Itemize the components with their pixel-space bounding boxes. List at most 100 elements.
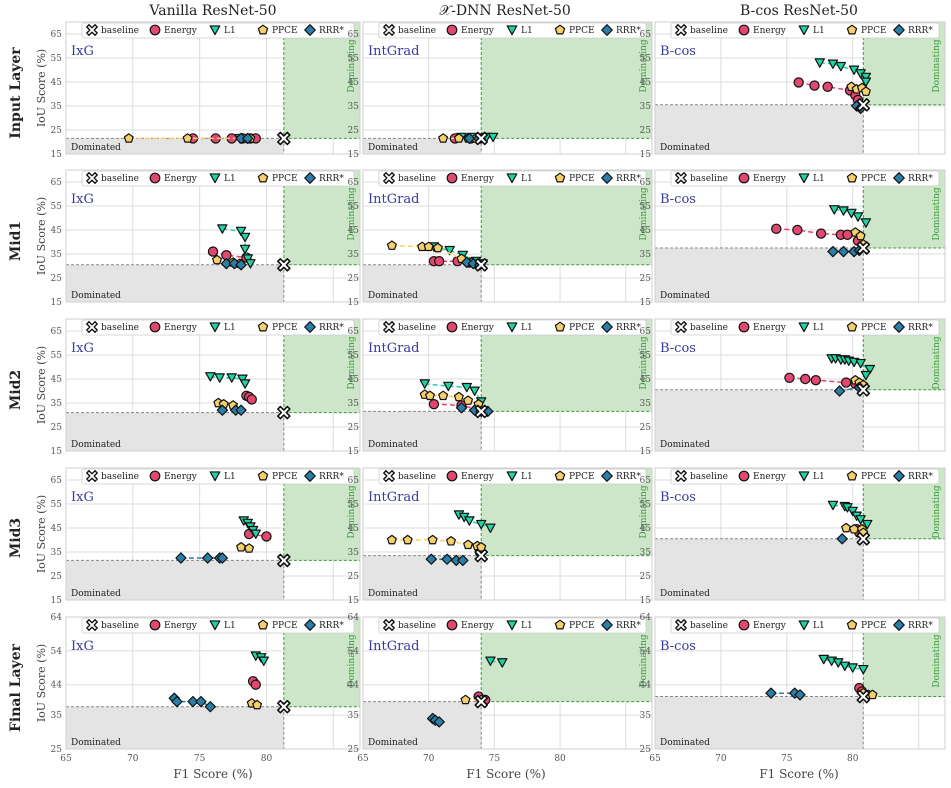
series-l1 xyxy=(818,654,869,675)
legend-label-energy: Energy xyxy=(753,323,787,333)
y-tick-label: 55 xyxy=(348,351,360,361)
legend-label-baseline: baseline xyxy=(398,621,436,631)
method-label: B-cos xyxy=(660,341,696,356)
y-tick-label: 45 xyxy=(51,524,63,534)
data-point xyxy=(245,259,256,269)
series-l1 xyxy=(826,354,876,381)
series-rrr xyxy=(425,553,469,567)
legend-label-l1: L1 xyxy=(521,323,533,333)
legend-label-rrr: RRR* xyxy=(319,174,344,184)
legend-label-baseline: baseline xyxy=(690,174,728,184)
legend-marker-baseline xyxy=(383,24,395,36)
y-tick-label: 65 xyxy=(640,327,652,337)
y-tick-label: 15 xyxy=(640,150,652,160)
y-tick-label: 55 xyxy=(51,500,63,510)
y-tick-label: 55 xyxy=(348,500,360,510)
data-point xyxy=(822,81,833,93)
y-tick-label: 35 xyxy=(348,102,360,112)
legend-marker-baseline xyxy=(675,172,687,184)
y-tick-label: 44 xyxy=(51,681,63,691)
plot-frame xyxy=(654,169,946,303)
data-point xyxy=(235,259,247,271)
x-tick-label: 80 xyxy=(554,754,566,764)
y-tick-label: 45 xyxy=(640,78,652,88)
data-point xyxy=(855,515,866,525)
legend-marker-l1 xyxy=(506,471,518,482)
y-tick-label: 15 xyxy=(640,596,652,606)
legend: baseline Energy L1 PPCE RRR* xyxy=(81,468,355,485)
dominated-label: Dominated xyxy=(660,143,710,153)
y-axis-label: IoU Score (%) xyxy=(35,197,48,275)
baseline-point xyxy=(277,258,291,272)
data-point xyxy=(250,529,261,539)
plot-frame xyxy=(654,467,946,601)
dominated-label: Dominated xyxy=(660,291,710,301)
x-tick-label: 70 xyxy=(715,754,727,764)
data-point xyxy=(835,61,847,72)
legend-label-ppce: PPCE xyxy=(272,174,298,184)
y-tick-label: 54 xyxy=(640,647,652,657)
plot-frame xyxy=(654,21,946,155)
y-tick-label: 45 xyxy=(640,375,652,385)
plot-frame xyxy=(65,467,361,601)
series-ppce xyxy=(386,534,487,552)
legend-marker-ppce xyxy=(846,619,858,630)
legend-marker-energy xyxy=(738,470,750,482)
legend-marker-rrr xyxy=(601,24,613,36)
data-point xyxy=(860,86,871,96)
legend-label-baseline: baseline xyxy=(690,323,728,333)
series-l1 xyxy=(238,516,261,539)
legend-marker-energy xyxy=(738,321,750,333)
dominating-label: Dominating xyxy=(932,187,942,241)
legend-label-baseline: baseline xyxy=(398,323,436,333)
plot-frame xyxy=(362,616,653,750)
legend-marker-rrr xyxy=(304,321,316,333)
dominated-label: Dominated xyxy=(368,440,418,450)
legend-label-ppce: PPCE xyxy=(569,26,595,36)
dominated-label: Dominated xyxy=(368,143,418,153)
data-point xyxy=(252,699,263,710)
data-point xyxy=(464,516,475,526)
method-label: IxG xyxy=(71,639,94,654)
dominated-region xyxy=(66,706,284,749)
series-rrr xyxy=(216,404,247,416)
data-point xyxy=(444,245,455,256)
y-tick-label: 25 xyxy=(640,423,652,433)
series-rrr xyxy=(175,552,229,564)
data-point xyxy=(793,77,804,88)
data-point xyxy=(453,391,464,402)
legend-label-ppce: PPCE xyxy=(272,472,298,482)
legend-label-rrr: RRR* xyxy=(616,621,641,631)
legend: baseline Energy L1 PPCE RRR* xyxy=(670,319,940,336)
data-point xyxy=(443,381,454,392)
legend-marker-baseline xyxy=(86,619,98,631)
y-tick-label: 65 xyxy=(348,178,360,188)
legend-label-baseline: baseline xyxy=(101,472,139,482)
series-rrr xyxy=(220,257,247,271)
y-tick-label: 35 xyxy=(640,548,652,558)
x-tick-label: 65 xyxy=(60,754,72,764)
data-point xyxy=(261,531,272,542)
data-point xyxy=(810,375,822,386)
y-tick-label: 55 xyxy=(640,500,652,510)
data-point xyxy=(455,402,468,414)
dominated-label: Dominated xyxy=(71,440,121,450)
x-tick-label: 65 xyxy=(357,754,369,764)
panel-mid3-bcos: Dominated Dominating baseline Energy L1 PPCE R… xyxy=(640,467,946,606)
legend-marker-l1 xyxy=(506,25,518,36)
method-label: IxG xyxy=(71,44,94,59)
data-point xyxy=(244,543,255,553)
legend-label-ppce: PPCE xyxy=(569,472,595,482)
data-point xyxy=(441,553,453,565)
dominated-label: Dominated xyxy=(71,589,121,599)
data-point xyxy=(246,394,257,405)
legend-marker-energy xyxy=(738,172,750,184)
data-point xyxy=(765,687,777,699)
legend-label-baseline: baseline xyxy=(101,621,139,631)
data-point xyxy=(858,664,869,675)
legend-label-energy: Energy xyxy=(164,323,198,333)
data-point xyxy=(453,133,464,143)
data-point xyxy=(433,716,445,728)
legend-label-rrr: RRR* xyxy=(908,174,933,184)
panel-mid1-vanilla: Dominated Dominating baseline Energy L1 PPCE R… xyxy=(35,169,361,308)
